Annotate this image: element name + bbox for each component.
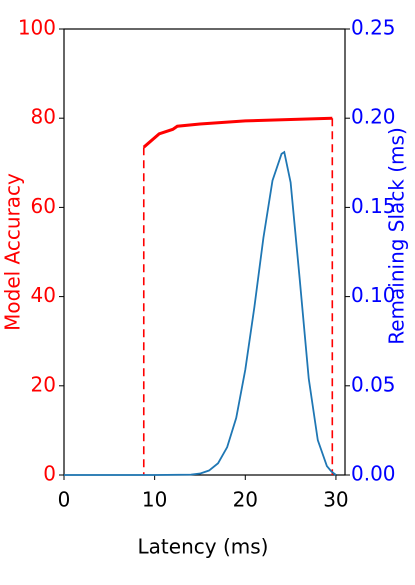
y-tick-label: 100 (18, 16, 56, 40)
y-tick-label: 20 (31, 372, 56, 396)
y2-tick-label: 0.10 (351, 283, 396, 307)
x-tick-label: 30 (323, 488, 348, 512)
x-tick-label: 0 (58, 488, 71, 512)
y2-tick-label: 0.20 (351, 105, 396, 129)
y-tick-label: 60 (31, 194, 56, 218)
series-line (64, 150, 337, 476)
y2-tick-label: 0.25 (351, 16, 396, 40)
y2-tick-label: 0.00 (351, 462, 396, 486)
y-axis-label: Model Accuracy (1, 173, 25, 331)
y2-tick-label: 0.15 (351, 194, 396, 218)
y-tick-label: 40 (31, 283, 56, 307)
y2-axis-label: Remaining Slack (ms) (385, 127, 409, 345)
y2-tick-label: 0.05 (351, 372, 396, 396)
plot-frame (63, 28, 346, 476)
series-line (142, 116, 333, 149)
x-axis-label: Latency (ms) (138, 535, 269, 559)
x-tick-label: 20 (233, 488, 258, 512)
y-tick-label: 0 (43, 462, 56, 486)
x-tick-label: 10 (142, 488, 167, 512)
y-tick-label: 80 (31, 105, 56, 129)
